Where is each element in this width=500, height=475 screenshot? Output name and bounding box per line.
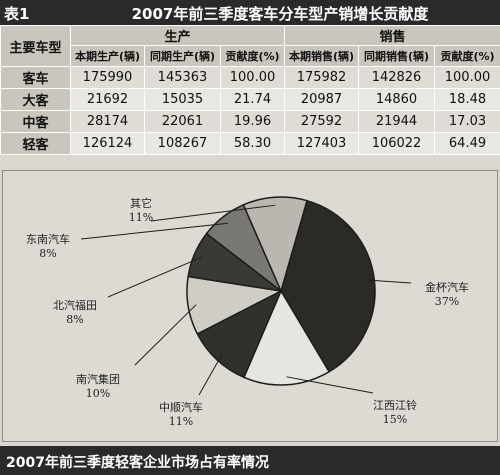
slice-percent-label: 37% <box>435 295 459 308</box>
table-title: 2007年前三季度客车分车型产销增长贡献度 <box>131 5 429 23</box>
pie-slice-7 <box>242 196 308 294</box>
table-number: 表1 <box>4 5 30 23</box>
slice-percent-label: 8% <box>39 247 56 260</box>
table-cell: 21692 <box>70 88 145 111</box>
leader-line <box>198 353 223 396</box>
slice-name-label: 东南汽车 <box>26 232 70 246</box>
table-cell: 175990 <box>70 66 145 89</box>
slice-percent-label: 11% <box>129 211 153 224</box>
leader-line <box>286 376 374 394</box>
column-header: 同期生产(辆) <box>144 45 221 67</box>
pie-slice-2 <box>242 289 331 386</box>
slice-percent-label: 10% <box>86 387 110 400</box>
group-header-production: 生产 <box>69 25 286 46</box>
slice-percent-label: 8% <box>66 313 83 326</box>
pie-slice-3 <box>196 289 283 379</box>
chart-title: 2007年前三季度轻客企业市场占有率情况 <box>6 455 269 471</box>
pie-chart-panel: 金杯汽车 37% 江西江铃 15% 中顺汽车 11% 南汽集团 10% 北汽福田 8% 东南汽车 8%… <box>2 170 498 442</box>
table-cell: 20987 <box>284 88 360 111</box>
pie-chart: 金杯汽车37%江西江铃15%中顺汽车11%南汽集团10%北汽福田8%东南汽车8%… <box>26 196 469 428</box>
slice-name-label: 中顺汽车 <box>159 400 203 414</box>
table-cell: 142826 <box>358 66 436 89</box>
table-cell: 18.48 <box>434 88 500 111</box>
row-label: 大客 <box>0 88 71 111</box>
table-cell: 126124 <box>70 132 145 155</box>
slice-percent-label: 15% <box>383 413 407 426</box>
slice-percent-label: 11% <box>169 415 193 428</box>
leader-line <box>150 204 276 222</box>
leader-line <box>107 256 203 298</box>
table-cell: 175982 <box>284 66 360 89</box>
table-cell: 108267 <box>144 132 221 155</box>
group-header-sales: 销售 <box>284 25 500 46</box>
column-header: 本期销售(辆) <box>284 45 360 67</box>
table-row: 轻客 126124 108267 58.30 127403 106022 64.… <box>0 132 500 155</box>
table-cell: 64.49 <box>434 132 500 155</box>
slice-name-label: 其它 <box>130 196 152 210</box>
column-header: 本期生产(辆) <box>70 45 145 67</box>
table-row: 大客 21692 15035 21.74 20987 14860 18.48 <box>0 88 500 111</box>
row-label: 轻客 <box>0 132 71 155</box>
leader-line <box>134 304 197 366</box>
row-label: 客车 <box>0 66 71 89</box>
table-cell: 14860 <box>358 88 436 111</box>
row-label: 中客 <box>0 110 71 133</box>
table-cell: 22061 <box>144 110 221 133</box>
table-title-bar: 表1 2007年前三季度客车分车型产销增长贡献度 <box>0 0 500 25</box>
slice-name-label: 金杯汽车 <box>425 280 469 294</box>
table-cell: 127403 <box>284 132 360 155</box>
table-cell: 100.00 <box>434 66 500 89</box>
table-row: 客车 175990 145363 100.00 175982 142826 10… <box>0 66 500 89</box>
table-cell: 21944 <box>358 110 436 133</box>
table-cell: 27592 <box>284 110 360 133</box>
table-cell: 100.00 <box>219 66 286 89</box>
slice-name-label: 北汽福田 <box>53 298 97 312</box>
table-cell: 21.74 <box>219 88 286 111</box>
slice-name-label: 南汽集团 <box>76 372 120 386</box>
leader-line <box>80 222 229 240</box>
chart-caption-bar: 2007年前三季度轻客企业市场占有率情况 <box>0 446 500 475</box>
table-cell: 106022 <box>358 132 436 155</box>
data-table: 主要车型 生产 销售 本期生产(辆) 同期生产(辆) 贡献度(%) 本期销售(辆… <box>0 25 500 155</box>
column-header: 贡献度(%) <box>434 45 500 67</box>
leader-line <box>366 279 412 284</box>
table-cell: 17.03 <box>434 110 500 133</box>
table-cell: 28174 <box>70 110 145 133</box>
table-cell: 19.96 <box>219 110 286 133</box>
corner-header: 主要车型 <box>0 25 71 67</box>
table-cell: 15035 <box>144 88 221 111</box>
slice-name-label: 江西江铃 <box>373 398 417 412</box>
table-row: 中客 28174 22061 19.96 27592 21944 17.03 <box>0 110 500 133</box>
table-cell: 58.30 <box>219 132 286 155</box>
table-cell: 145363 <box>144 66 221 89</box>
column-header: 同期销售(辆) <box>358 45 436 67</box>
column-header: 贡献度(%) <box>219 45 286 67</box>
